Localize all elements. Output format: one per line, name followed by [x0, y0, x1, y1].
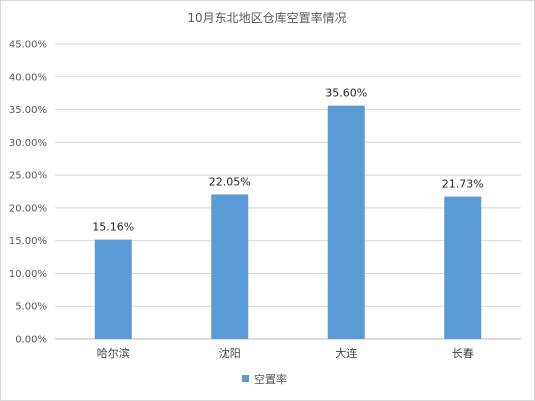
data-labels: 15.16% 22.05% 35.60% 21.73% — [92, 87, 483, 234]
y-tick-label: 30.00% — [9, 138, 47, 149]
legend-swatch-kongzhilv — [242, 375, 249, 382]
x-category-label: 哈尔滨 — [97, 346, 130, 360]
data-label: 35.60% — [325, 87, 367, 100]
legend-label: 空置率 — [254, 372, 287, 386]
x-category-label: 长春 — [452, 347, 474, 360]
y-tick-label: 5.00% — [15, 302, 47, 313]
bar — [444, 196, 482, 339]
x-category-label: 沈阳 — [219, 346, 241, 360]
y-tick-label: 0.00% — [15, 335, 47, 346]
data-label: 15.16% — [92, 221, 134, 234]
x-category-label: 大连 — [335, 346, 357, 360]
x-axis-labels: 哈尔滨 沈阳 大连 长春 — [97, 346, 474, 360]
bars — [94, 105, 482, 339]
y-tick-label: 20.00% — [9, 203, 47, 214]
y-tick-label: 10.00% — [9, 269, 47, 280]
legend: 空置率 — [242, 372, 287, 386]
y-tick-label: 35.00% — [9, 105, 47, 116]
data-label: 21.73% — [442, 178, 484, 191]
data-label: 22.05% — [209, 175, 251, 188]
y-tick-label: 25.00% — [9, 171, 47, 182]
y-tick-label: 40.00% — [9, 72, 47, 83]
chart-title: 10月东北地区仓库空置率情况 — [187, 10, 346, 25]
y-axis-ticks: 0.00% 5.00% 10.00% 15.00% 20.00% 25.00% 30.00%… — [9, 40, 47, 346]
gridlines — [55, 43, 521, 340]
y-tick-label: 45.00% — [9, 40, 47, 51]
bar — [211, 194, 249, 339]
y-tick-label: 15.00% — [9, 236, 47, 247]
bar — [327, 105, 365, 339]
bar — [94, 239, 132, 339]
